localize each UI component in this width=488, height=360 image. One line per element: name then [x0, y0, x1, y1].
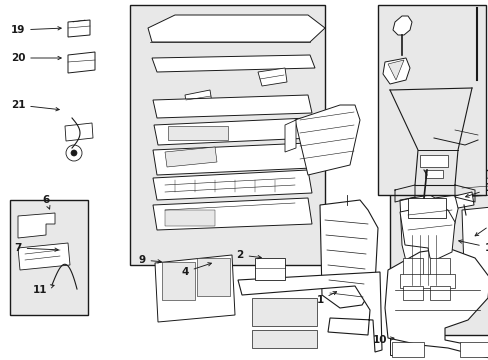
Bar	[391, 342, 423, 357]
Text: 10: 10	[372, 335, 393, 345]
Bar	[162, 262, 195, 300]
Bar	[389, 333, 417, 355]
Polygon shape	[18, 213, 55, 238]
Text: 2: 2	[236, 250, 261, 260]
Circle shape	[423, 128, 443, 148]
Bar	[251, 330, 316, 348]
Bar	[168, 126, 227, 140]
Bar	[377, 5, 485, 195]
Polygon shape	[148, 15, 325, 42]
Text: 4: 4	[181, 263, 211, 277]
Bar	[419, 155, 447, 167]
Polygon shape	[392, 16, 411, 35]
Text: 15: 15	[0, 359, 1, 360]
Polygon shape	[238, 272, 381, 352]
Polygon shape	[184, 90, 212, 108]
Polygon shape	[387, 60, 403, 80]
Bar	[424, 170, 442, 178]
Polygon shape	[153, 143, 311, 175]
Text: 17: 17	[0, 359, 1, 360]
Bar	[164, 210, 215, 226]
Polygon shape	[18, 243, 70, 270]
Polygon shape	[258, 68, 286, 86]
Circle shape	[433, 231, 439, 237]
Bar	[399, 274, 454, 288]
Text: 1: 1	[316, 292, 336, 305]
Polygon shape	[153, 95, 311, 118]
Text: 9: 9	[138, 255, 161, 265]
Text: 20: 20	[11, 53, 61, 63]
Text: 18: 18	[0, 359, 1, 360]
Circle shape	[429, 134, 437, 142]
Circle shape	[66, 145, 82, 161]
Polygon shape	[154, 118, 311, 145]
Text: 5: 5	[0, 359, 1, 360]
Polygon shape	[68, 52, 95, 73]
Polygon shape	[153, 170, 311, 200]
Polygon shape	[153, 198, 311, 230]
Text: 3: 3	[474, 217, 488, 236]
Polygon shape	[461, 207, 488, 283]
Text: 7: 7	[14, 243, 58, 253]
Bar	[429, 258, 449, 276]
Text: 14: 14	[0, 359, 1, 360]
Bar	[402, 258, 422, 276]
Text: 21: 21	[11, 100, 59, 111]
Bar	[251, 298, 316, 326]
Polygon shape	[152, 55, 314, 72]
Bar	[402, 286, 422, 300]
Text: 12: 12	[0, 359, 1, 360]
Bar	[459, 342, 488, 357]
Polygon shape	[294, 105, 359, 175]
Circle shape	[459, 153, 469, 163]
Bar	[130, 5, 325, 265]
Circle shape	[71, 150, 77, 156]
Polygon shape	[399, 205, 454, 260]
Circle shape	[48, 281, 56, 289]
Polygon shape	[382, 58, 409, 84]
Polygon shape	[285, 120, 295, 152]
Polygon shape	[68, 20, 90, 37]
Polygon shape	[319, 200, 377, 308]
Polygon shape	[399, 195, 459, 288]
Bar	[254, 258, 285, 280]
Polygon shape	[459, 178, 488, 197]
Text: 16: 16	[465, 183, 488, 197]
Text: 8: 8	[0, 359, 1, 360]
Polygon shape	[454, 192, 473, 208]
Bar	[389, 170, 488, 335]
Polygon shape	[65, 123, 93, 141]
Bar	[10, 200, 88, 315]
Bar	[407, 198, 445, 218]
Polygon shape	[155, 255, 235, 322]
Text: 6: 6	[42, 195, 50, 209]
Bar	[197, 258, 229, 296]
Bar	[429, 286, 449, 300]
Text: 11: 11	[33, 285, 54, 295]
Polygon shape	[384, 248, 488, 358]
Polygon shape	[164, 147, 217, 167]
Text: 13: 13	[458, 240, 488, 253]
Text: 19: 19	[11, 25, 61, 35]
